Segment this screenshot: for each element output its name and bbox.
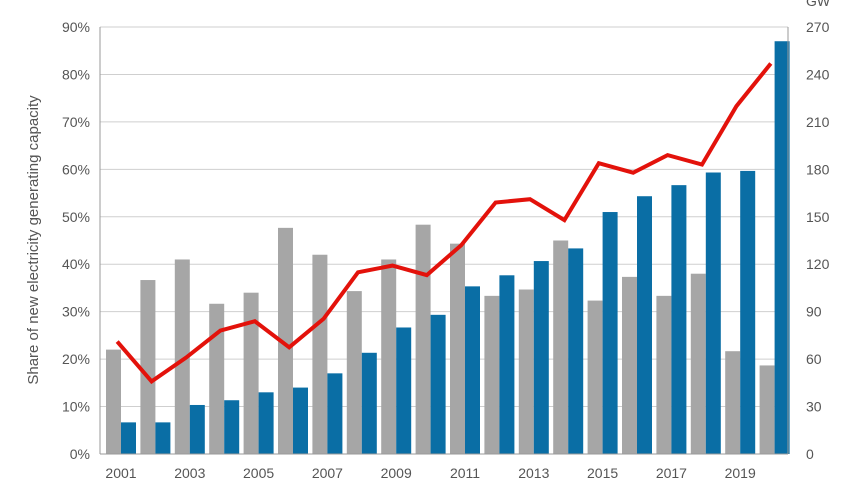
y-tick-label: 60% [62, 161, 90, 177]
grey-bar [312, 254, 328, 454]
grey-bar [553, 240, 569, 454]
grey-bar [106, 349, 121, 454]
grey-bar [484, 295, 500, 454]
bars [106, 41, 790, 455]
share-line [115, 62, 773, 385]
y-tick-label: 30% [62, 304, 90, 320]
y2-tick-label: 60 [806, 351, 822, 367]
blue-bar [533, 261, 549, 454]
grey-bar [759, 365, 775, 454]
y2-tick-label: 210 [806, 114, 830, 130]
y-axis-label: Share of new electricity generating capa… [25, 95, 42, 385]
y-tick-label: 0% [70, 446, 90, 462]
grey-bar [622, 276, 637, 454]
x-tick-label: 2009 [381, 465, 412, 480]
grey-bar [690, 273, 706, 454]
blue-bar [568, 248, 584, 454]
blue-bar [740, 170, 756, 455]
blue-bar [774, 41, 790, 454]
grey-bar [518, 289, 534, 454]
y-tick-label: 50% [62, 209, 90, 225]
y2-tick-label: 180 [806, 161, 830, 177]
grey-bar [243, 292, 259, 454]
y2-tick-label: 150 [806, 209, 830, 225]
x-tick-label: 2015 [587, 465, 618, 480]
y2-tick-label: 90 [806, 304, 822, 320]
x-tick-label: 2011 [450, 465, 480, 480]
blue-bar [465, 286, 480, 454]
axes: 0% 0 10% 30 20% 60 30% 90 40% 120 50% 150 60% 180 70% 2… [62, 19, 830, 480]
y-tick-label: 40% [62, 256, 90, 272]
y-tick-label: 20% [62, 351, 90, 367]
y2-tick-label: 270 [806, 19, 830, 35]
x-tick-label: 2003 [174, 465, 205, 480]
grey-bar [209, 303, 225, 454]
x-tick-label: 2013 [518, 465, 549, 480]
y-tick-label: 80% [62, 66, 90, 82]
y-tick-label: 90% [62, 19, 90, 35]
blue-bar [637, 196, 652, 455]
x-tick-label: 2007 [312, 465, 343, 480]
grey-bar [381, 259, 397, 454]
blue-bar [705, 172, 721, 455]
y2-tick-label: 240 [806, 66, 830, 82]
blue-bar [155, 422, 171, 454]
x-tick-label: 2017 [656, 465, 687, 480]
x-tick-label: 2001 [105, 465, 136, 480]
blue-bar [293, 387, 308, 454]
grey-bar [725, 351, 741, 454]
blue-bar [671, 185, 687, 455]
y-tick-label: 70% [62, 114, 90, 130]
blue-bar [430, 314, 446, 454]
blue-bar [121, 422, 136, 454]
y2-tick-label: 120 [806, 256, 830, 272]
grey-bar [656, 295, 672, 454]
grey-bar [587, 300, 603, 454]
y2-axis-label: GW [806, 0, 831, 9]
blue-bar [258, 392, 274, 454]
share-line-layer [115, 62, 773, 385]
grey-bar [140, 280, 156, 454]
grey-bar [346, 291, 362, 454]
blue-bar [327, 373, 343, 454]
blue-bar [224, 400, 240, 454]
grey-bar [174, 259, 190, 454]
y2-tick-label: 0 [806, 446, 814, 462]
y-tick-label: 10% [62, 399, 90, 415]
grey-bar [278, 227, 293, 454]
blue-bar [396, 327, 412, 454]
grey-bar [415, 224, 431, 454]
x-tick-label: 2005 [243, 465, 274, 480]
blue-bar [602, 212, 618, 454]
x-tick-label: 2019 [725, 465, 756, 480]
blue-bar [499, 275, 515, 454]
blue-bar [361, 352, 377, 454]
grey-bar [450, 243, 465, 454]
y2-tick-label: 30 [806, 399, 822, 415]
blue-bar [189, 404, 205, 454]
